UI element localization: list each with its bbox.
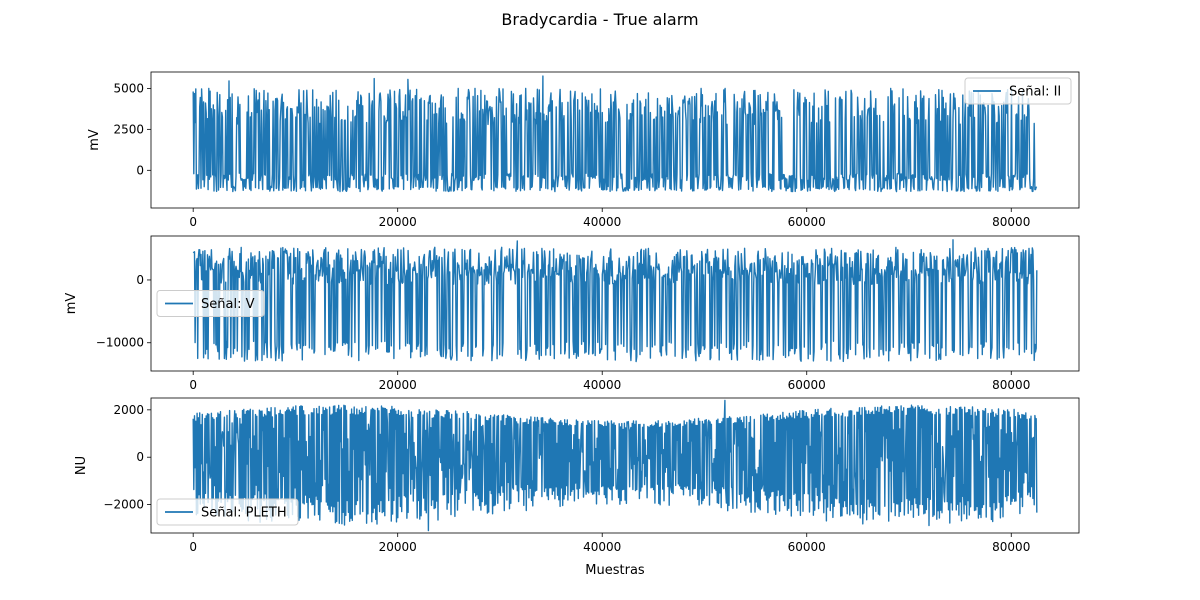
x-tick-label: 0 (189, 378, 197, 392)
x-tick-label: 80000 (992, 378, 1030, 392)
y-axis-label: mV (64, 293, 79, 315)
legend-box (156, 498, 299, 526)
plot-frame (150, 71, 1080, 209)
y-axis-label: mV (87, 129, 102, 151)
x-tick-label: 0 (189, 215, 197, 229)
x-tick-label: 60000 (788, 540, 826, 554)
x-tick-label: 80000 (992, 540, 1030, 554)
legend: Señal: V (156, 290, 265, 317)
legend-label: Señal: PLETH (201, 506, 287, 521)
y-tick-label: −2000 (103, 498, 144, 512)
legend-box (964, 77, 1072, 105)
signal-line (192, 75, 1038, 193)
signal-line (192, 239, 1038, 363)
x-tick-label: 40000 (583, 378, 621, 392)
subplot-1: 0 20000 40000 60000 80000 0 2500 5000 mV Señal: I… (87, 71, 1080, 229)
y-tick-label: 0 (136, 273, 144, 287)
x-tick-label: 20000 (379, 378, 417, 392)
x-tick-label: 20000 (379, 215, 417, 229)
signal-line (192, 399, 1038, 532)
x-tick-label: 60000 (788, 215, 826, 229)
plot-frame (150, 397, 1080, 534)
subplot-3: 0 20000 40000 60000 80000 −2000 0 2000 NU Señal: … (74, 397, 1080, 554)
y-tick-label: 0 (136, 450, 144, 464)
y-axis-label: NU (74, 456, 89, 475)
x-tick-label: 20000 (379, 540, 417, 554)
y-tick-label: 0 (136, 163, 144, 177)
plot-frame (150, 235, 1080, 372)
figure-title: Bradycardia - True alarm (501, 10, 698, 29)
subplot-2: 0 20000 40000 60000 80000 −10000 0 mV Señal: V (64, 235, 1080, 392)
x-tick-label: 60000 (788, 378, 826, 392)
y-tick-label: 2500 (113, 122, 144, 136)
x-tick-label: 0 (189, 540, 197, 554)
y-tick-label: 2000 (113, 403, 144, 417)
x-tick-label: 40000 (583, 215, 621, 229)
legend-label: Señal: V (201, 297, 255, 312)
y-tick-label: 5000 (113, 81, 144, 95)
legend-box (156, 290, 265, 317)
legend: Señal: PLETH (156, 498, 299, 526)
legend: Señal: II (964, 77, 1072, 105)
x-axis-label: Muestras (585, 563, 645, 578)
x-tick-label: 40000 (583, 540, 621, 554)
y-tick-label: −10000 (96, 336, 144, 350)
legend-label: Señal: II (1009, 85, 1061, 100)
x-tick-label: 80000 (992, 215, 1030, 229)
